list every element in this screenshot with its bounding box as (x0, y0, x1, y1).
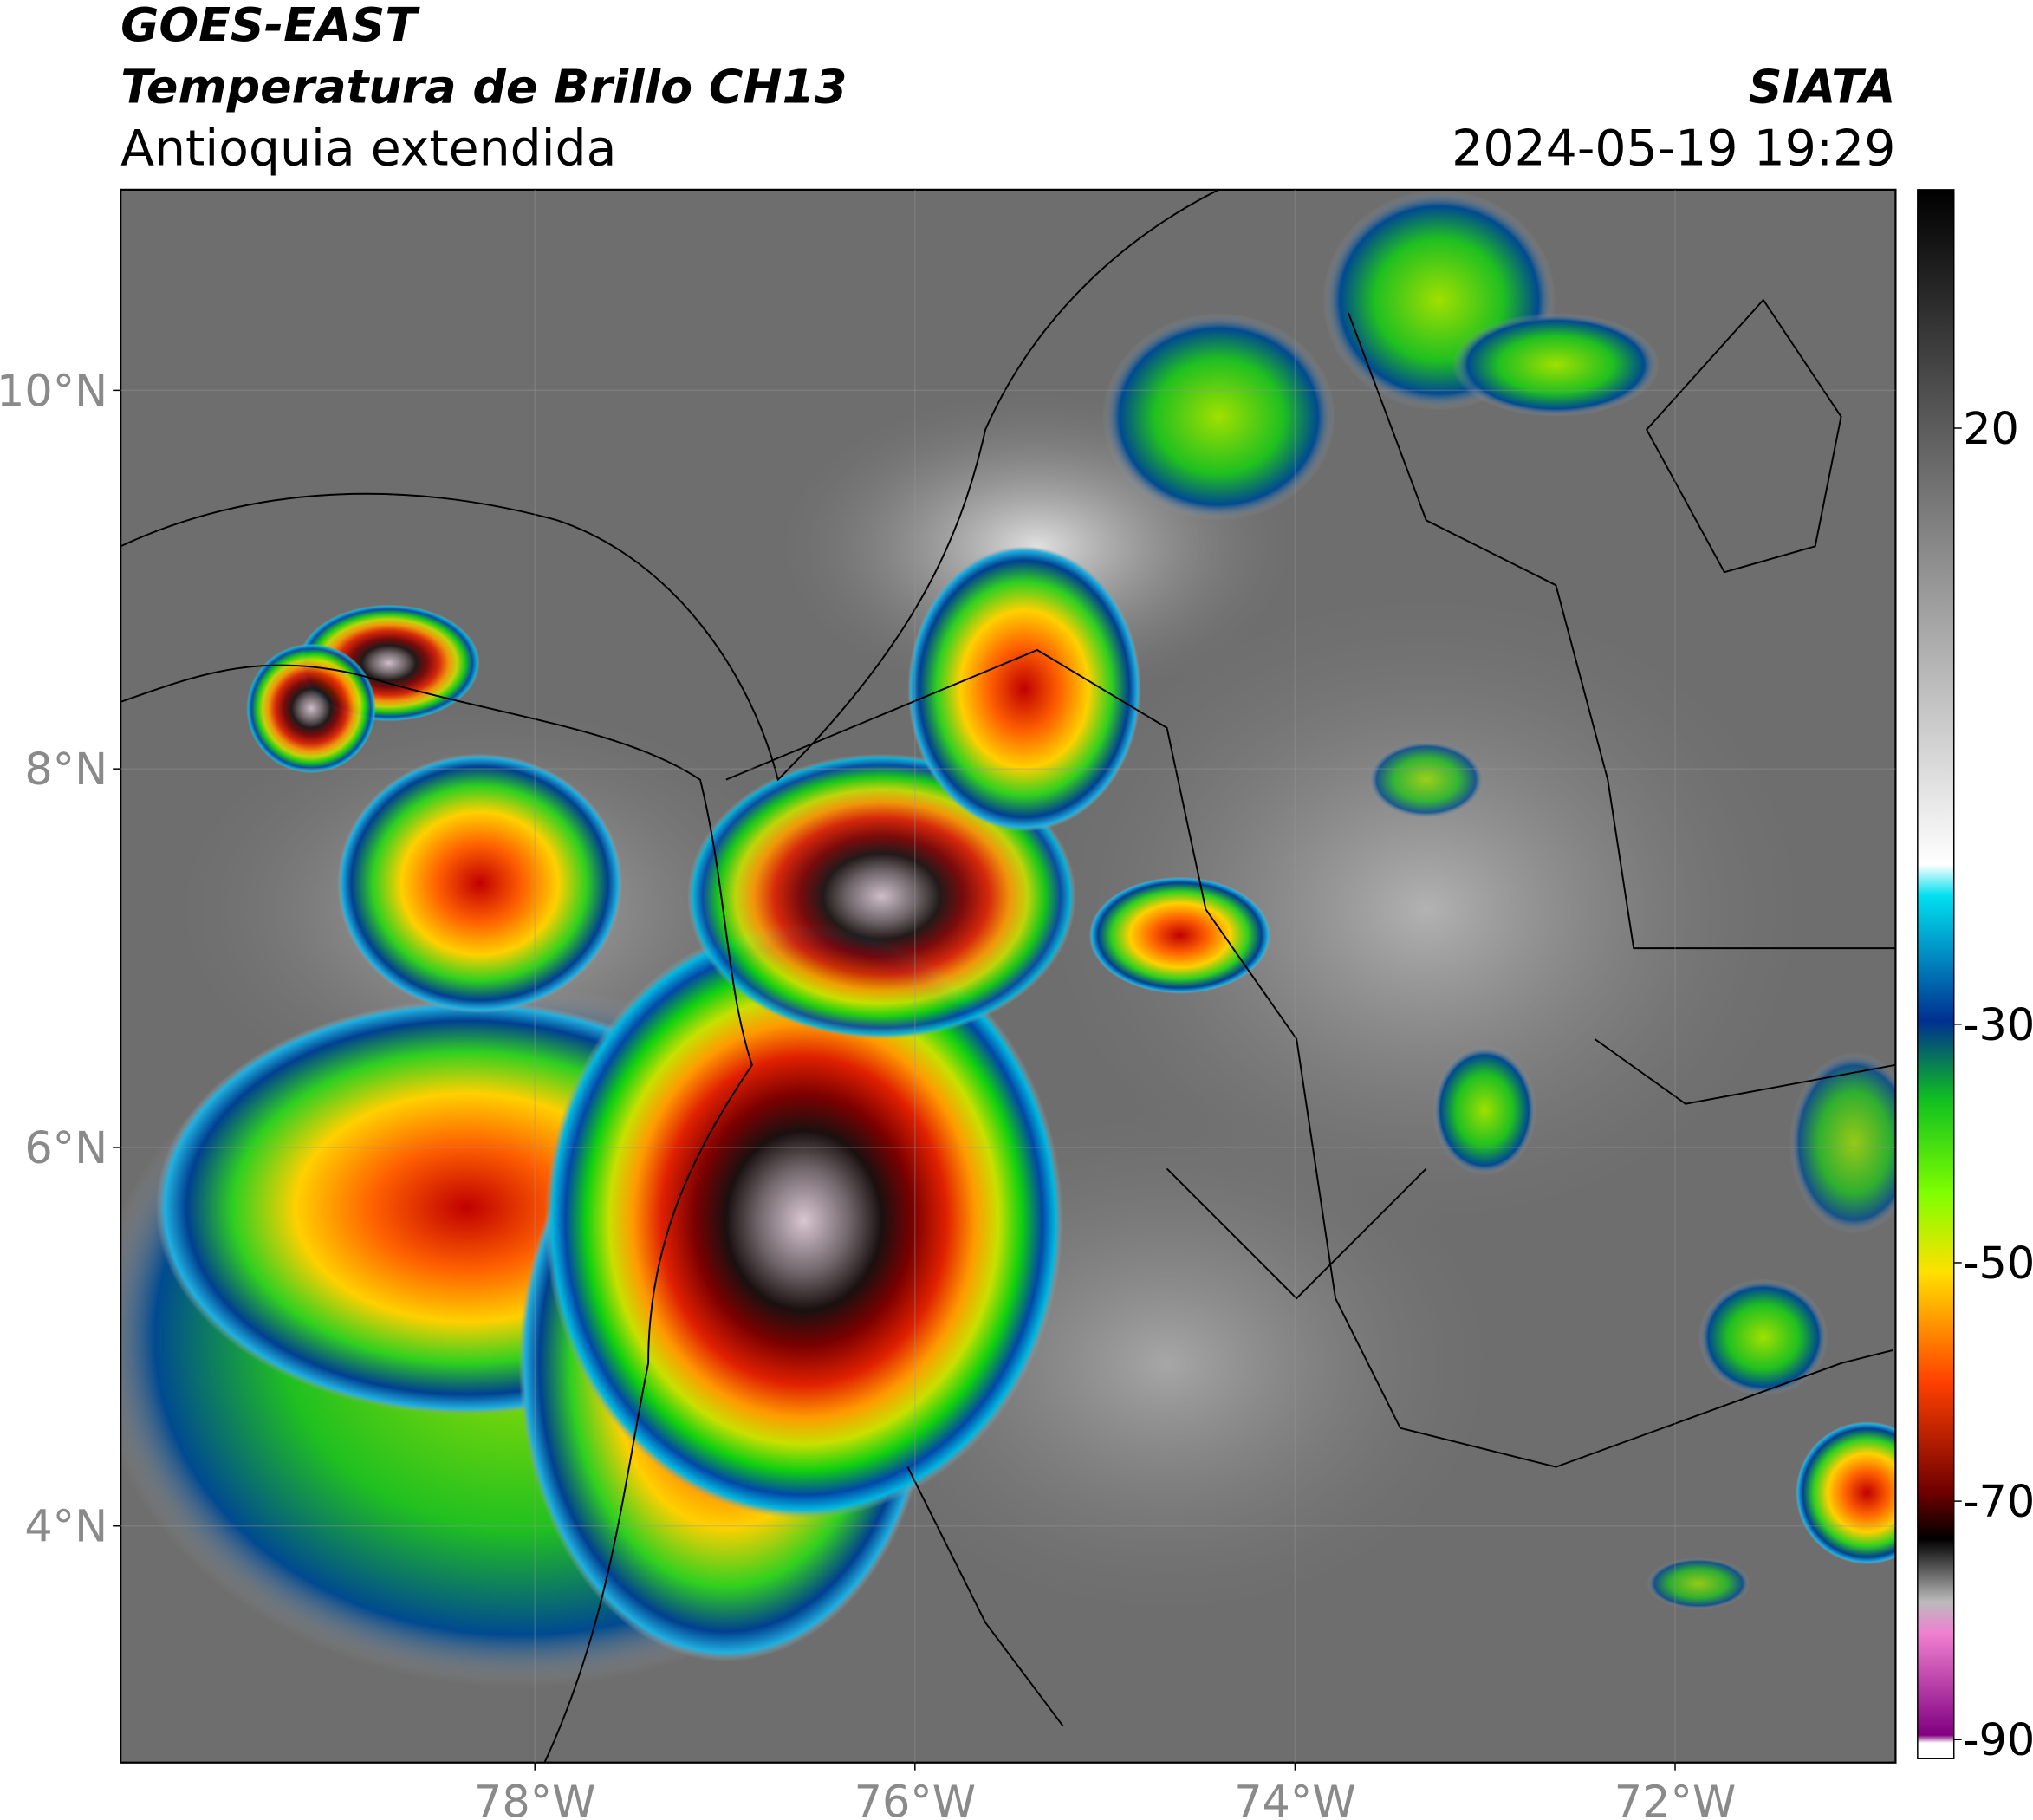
y-tick-label: 10°N (0, 365, 107, 416)
region: Antioquia extendida (120, 120, 616, 177)
x-tick-label: 72°W (1614, 1777, 1736, 1820)
y-tick-label: 8°N (24, 744, 107, 795)
colorbar-tick-label: -90 (1963, 1714, 2033, 1765)
timestamp: 2024-05-19 19:29 (1452, 120, 1895, 177)
title: GOES-EAST (120, 0, 420, 52)
colorbar-tick-label: 20 (1963, 403, 2019, 454)
y-tick-label: 4°N (24, 1501, 107, 1552)
source: SIATA (1749, 60, 1896, 114)
y-tick-label: 6°N (24, 1122, 107, 1173)
colorbar-tick-label: -70 (1963, 1476, 2033, 1527)
colorbar (1917, 189, 1955, 1759)
map-image (120, 189, 1896, 1763)
x-tick-label: 74°W (1234, 1777, 1355, 1820)
map-frame (120, 188, 1897, 1764)
subtitle: Temperatura de Brillo CH13 (120, 60, 847, 114)
x-tick-label: 76°W (854, 1777, 976, 1820)
x-tick-label: 78°W (474, 1777, 595, 1820)
colorbar-tick-label: -30 (1963, 999, 2033, 1050)
colorbar-tick-label: -50 (1963, 1238, 2033, 1289)
